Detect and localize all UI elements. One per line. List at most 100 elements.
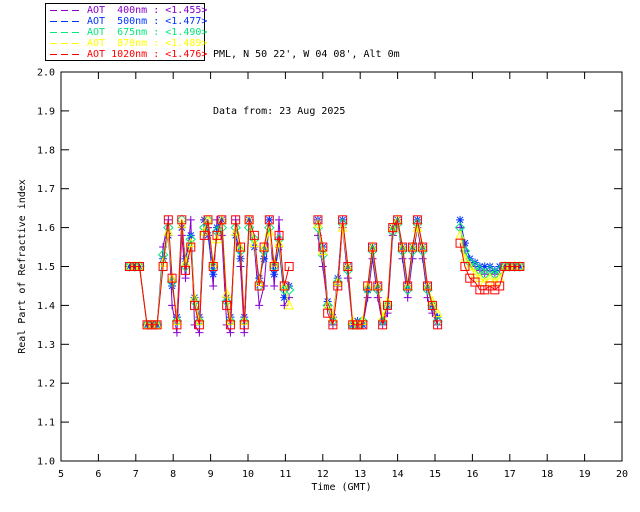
marker-square <box>412 215 422 225</box>
marker-diamond <box>474 265 486 276</box>
series-line <box>317 218 439 326</box>
marker-square <box>225 320 235 330</box>
marker-square <box>323 308 333 318</box>
marker-plus <box>275 215 284 224</box>
marker-triangle <box>212 233 222 244</box>
x-tick-label: 12 <box>317 469 329 480</box>
marker-square <box>318 242 328 252</box>
marker-triangle <box>464 260 475 271</box>
marker-square <box>378 320 388 330</box>
marker-square <box>269 262 279 271</box>
marker-plus <box>195 328 204 337</box>
marker-square <box>236 242 246 252</box>
x-tick-label: 6 <box>95 469 101 480</box>
legend-item-aot-500nm: AOT 500nm : <1.477> <box>49 16 207 27</box>
marker-square <box>423 281 433 291</box>
marker-square <box>495 281 505 291</box>
marker-square <box>177 215 187 225</box>
y-tick-label: 1.9 <box>37 106 55 117</box>
marker-triangle <box>163 225 174 236</box>
marker-square <box>338 215 348 225</box>
marker-square <box>264 215 274 225</box>
x-tick-label: 5 <box>58 469 64 480</box>
x-tick-label: 14 <box>392 469 404 480</box>
marker-square <box>368 242 378 252</box>
station-info: PML, N 50 22', W 04 08', Alt 0m <box>213 49 400 60</box>
legend-dash-675nm <box>50 32 82 33</box>
marker-plus <box>255 301 264 310</box>
marker-square <box>249 230 259 240</box>
marker-square <box>348 320 358 330</box>
series-aot-1020nm <box>124 215 525 330</box>
legend-item-aot-400nm: AOT 400nm : <1.455> <box>49 5 207 16</box>
marker-triangle <box>249 237 260 248</box>
x-axis-label: Time (GMT) <box>311 482 371 493</box>
legend-dash-500nm <box>50 21 82 22</box>
marker-square <box>212 230 222 240</box>
x-tick-label: 8 <box>170 469 176 480</box>
series-line <box>129 219 290 326</box>
marker-plus <box>181 274 190 283</box>
marker-diamond <box>432 315 443 327</box>
marker-diamond <box>216 222 228 233</box>
marker-asterisk <box>280 293 289 302</box>
marker-square <box>353 320 363 330</box>
legend-dash-400nm <box>50 10 82 11</box>
marker-square <box>259 242 269 252</box>
legend-label-400nm: AOT 400nm : <1.455> <box>87 5 208 16</box>
marker-triangle <box>284 299 294 310</box>
marker-triangle <box>313 218 323 228</box>
marker-square <box>408 242 418 252</box>
marker-square <box>510 262 520 271</box>
marker-square <box>328 320 338 330</box>
marker-square <box>254 281 264 291</box>
marker-square <box>130 262 140 271</box>
legend-label-675nm: AOT 675nm : <1.490> <box>87 27 208 38</box>
marker-square <box>147 320 157 330</box>
marker-diamond <box>454 222 466 233</box>
marker-triangle <box>274 237 284 248</box>
marker-triangle <box>432 307 443 318</box>
marker-plus <box>318 262 327 271</box>
marker-plus <box>226 328 235 337</box>
marker-square <box>358 320 368 330</box>
y-tick-label: 1.6 <box>37 223 55 234</box>
marker-plus <box>186 215 195 224</box>
marker-square <box>505 262 515 271</box>
marker-square <box>124 262 134 271</box>
marker-square <box>239 320 249 330</box>
legend-item-aot-870nm: AOT 870nm : <1.489> <box>49 38 207 49</box>
legend-label-1020nm: AOT 1020nm : <1.476> <box>87 49 208 60</box>
marker-square <box>231 215 241 225</box>
marker-square <box>475 285 485 295</box>
marker-square <box>460 262 470 271</box>
marker-square <box>167 273 177 283</box>
marker-square <box>397 242 407 252</box>
marker-square <box>181 265 191 275</box>
marker-diamond <box>194 315 205 327</box>
x-tick-label: 18 <box>541 469 553 480</box>
x-tick-label: 20 <box>616 469 628 480</box>
marker-diamond <box>459 245 471 257</box>
marker-square <box>333 281 343 291</box>
y-axis-label: Real Part of Refractive index <box>17 179 28 354</box>
x-tick-label: 16 <box>466 469 478 480</box>
marker-square <box>274 230 284 240</box>
series-line <box>317 218 439 327</box>
marker-square <box>515 262 525 271</box>
marker-diamond <box>484 265 496 276</box>
marker-square <box>279 281 289 291</box>
marker-diamond <box>357 315 369 327</box>
marker-square <box>199 230 209 240</box>
marker-square <box>142 320 152 330</box>
marker-square <box>208 262 218 271</box>
marker-plus <box>172 328 181 337</box>
x-tick-label: 15 <box>429 469 441 480</box>
marker-square <box>190 300 200 310</box>
marker-plus <box>270 281 279 290</box>
marker-diamond <box>243 222 255 233</box>
legend-box: AOT 400nm : <1.455> AOT 500nm : <1.477> … <box>45 3 208 61</box>
x-tick-label: 11 <box>279 469 291 480</box>
y-tick-label: 1.8 <box>37 145 55 156</box>
